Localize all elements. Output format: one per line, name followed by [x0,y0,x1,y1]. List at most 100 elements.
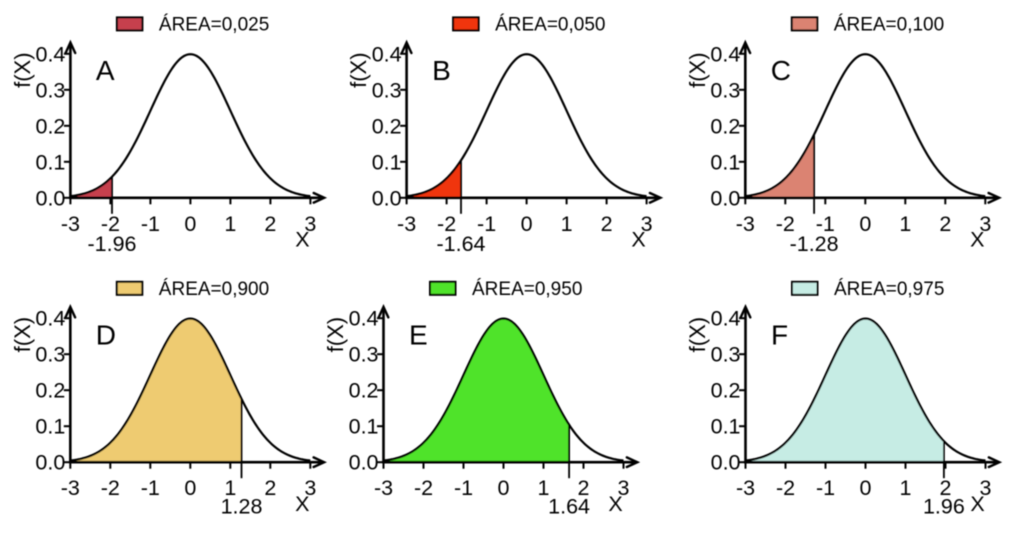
svg-text:0.2: 0.2 [710,114,740,138]
svg-text:1: 1 [899,212,911,236]
svg-text:0.0: 0.0 [711,451,741,475]
svg-text:-2: -2 [414,476,433,500]
svg-text:-2: -2 [776,212,795,236]
svg-text:0.3: 0.3 [35,343,65,367]
svg-text:X: X [608,492,622,516]
svg-text:2: 2 [264,476,276,500]
svg-text:f(X): f(X) [346,52,371,87]
svg-text:ÁREA=0,100: ÁREA=0,100 [834,15,944,36]
svg-text:0.0: 0.0 [36,186,66,210]
svg-text:1: 1 [224,212,236,236]
svg-text:f(X): f(X) [10,317,35,352]
svg-text:0.4: 0.4 [372,42,402,66]
svg-text:ÁREA=0,975: ÁREA=0,975 [834,279,944,300]
svg-text:0.4: 0.4 [36,42,66,66]
svg-text:0: 0 [859,212,871,236]
svg-text:-3: -3 [61,476,80,500]
svg-text:-2: -2 [101,476,120,500]
svg-text:1.96: 1.96 [923,494,965,518]
svg-text:ÁREA=0,950: ÁREA=0,950 [472,279,582,300]
svg-text:3: 3 [304,212,316,236]
svg-text:3: 3 [618,476,630,500]
svg-text:X: X [295,492,309,516]
svg-text:0.4: 0.4 [349,307,379,331]
svg-text:-1.28: -1.28 [790,232,839,256]
svg-text:-1.96: -1.96 [87,232,136,256]
svg-text:X: X [631,228,645,252]
svg-text:0.3: 0.3 [372,78,402,102]
svg-text:0: 0 [521,212,533,236]
svg-text:0.2: 0.2 [711,379,741,403]
svg-text:0.4: 0.4 [35,307,65,331]
svg-text:X: X [295,228,309,252]
svg-text:0.3: 0.3 [36,78,66,102]
svg-text:0.0: 0.0 [349,451,379,475]
svg-text:2: 2 [601,212,613,236]
svg-text:0.4: 0.4 [711,307,741,331]
svg-text:0: 0 [184,212,196,236]
svg-text:1: 1 [224,476,236,500]
svg-text:2: 2 [264,212,276,236]
svg-text:0.1: 0.1 [711,415,741,439]
svg-text:0.2: 0.2 [372,114,402,138]
svg-text:0.4: 0.4 [710,42,740,66]
svg-text:3: 3 [304,476,316,500]
svg-text:3: 3 [980,476,992,500]
svg-text:X: X [970,492,984,516]
svg-text:f(X): f(X) [10,52,35,87]
svg-text:-3: -3 [736,212,755,236]
svg-text:-1: -1 [816,212,835,236]
svg-text:X: X [970,228,984,252]
svg-text:0.1: 0.1 [372,150,402,174]
svg-text:0.1: 0.1 [36,150,66,174]
svg-text:2: 2 [939,212,951,236]
svg-text:f(X): f(X) [685,52,710,87]
svg-text:0.3: 0.3 [349,343,379,367]
svg-text:0: 0 [498,476,510,500]
svg-text:f(X): f(X) [323,317,348,352]
svg-text:1: 1 [561,212,573,236]
svg-text:0: 0 [860,476,872,500]
svg-text:ÁREA=0,900: ÁREA=0,900 [159,279,269,300]
svg-text:0.1: 0.1 [349,415,379,439]
svg-text:0.3: 0.3 [711,343,741,367]
svg-text:1.64: 1.64 [548,494,590,518]
svg-text:0.1: 0.1 [710,150,740,174]
svg-text:-3: -3 [374,476,393,500]
svg-text:ÁREA=0,050: ÁREA=0,050 [495,15,605,36]
svg-text:1: 1 [538,476,550,500]
svg-text:-1.64: -1.64 [436,232,485,256]
svg-text:0.2: 0.2 [35,379,65,403]
svg-text:0.3: 0.3 [710,78,740,102]
svg-text:-3: -3 [736,476,755,500]
svg-text:0.2: 0.2 [36,114,66,138]
svg-text:-2: -2 [437,212,456,236]
svg-text:C: C [771,55,791,86]
svg-text:-2: -2 [776,476,795,500]
svg-text:3: 3 [641,212,653,236]
svg-text:f(X): f(X) [685,317,710,352]
svg-text:-3: -3 [397,212,416,236]
svg-text:-1: -1 [477,212,496,236]
svg-text:B: B [432,55,451,86]
svg-text:0.0: 0.0 [35,451,65,475]
svg-text:-1: -1 [816,476,835,500]
svg-text:-1: -1 [141,476,160,500]
svg-text:0.0: 0.0 [710,186,740,210]
svg-text:0.1: 0.1 [35,415,65,439]
svg-text:0.0: 0.0 [372,186,402,210]
svg-text:-1: -1 [141,212,160,236]
svg-text:1.28: 1.28 [221,494,263,518]
svg-text:D: D [96,320,116,351]
svg-text:1: 1 [900,476,912,500]
svg-text:0: 0 [184,476,196,500]
svg-text:A: A [96,55,115,86]
svg-text:2: 2 [940,476,952,500]
svg-text:-1: -1 [454,476,473,500]
svg-text:ÁREA=0,025: ÁREA=0,025 [159,15,269,36]
svg-text:3: 3 [979,212,991,236]
svg-text:2: 2 [578,476,590,500]
svg-text:F: F [771,320,788,351]
svg-text:E: E [409,320,428,351]
svg-text:0.2: 0.2 [349,379,379,403]
